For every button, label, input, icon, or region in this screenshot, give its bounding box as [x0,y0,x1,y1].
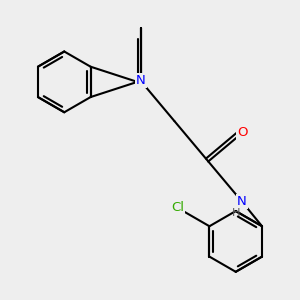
Text: N: N [237,195,247,208]
Text: O: O [237,126,248,139]
Text: Cl: Cl [171,201,184,214]
Text: H: H [232,208,240,218]
Text: N: N [136,74,146,87]
